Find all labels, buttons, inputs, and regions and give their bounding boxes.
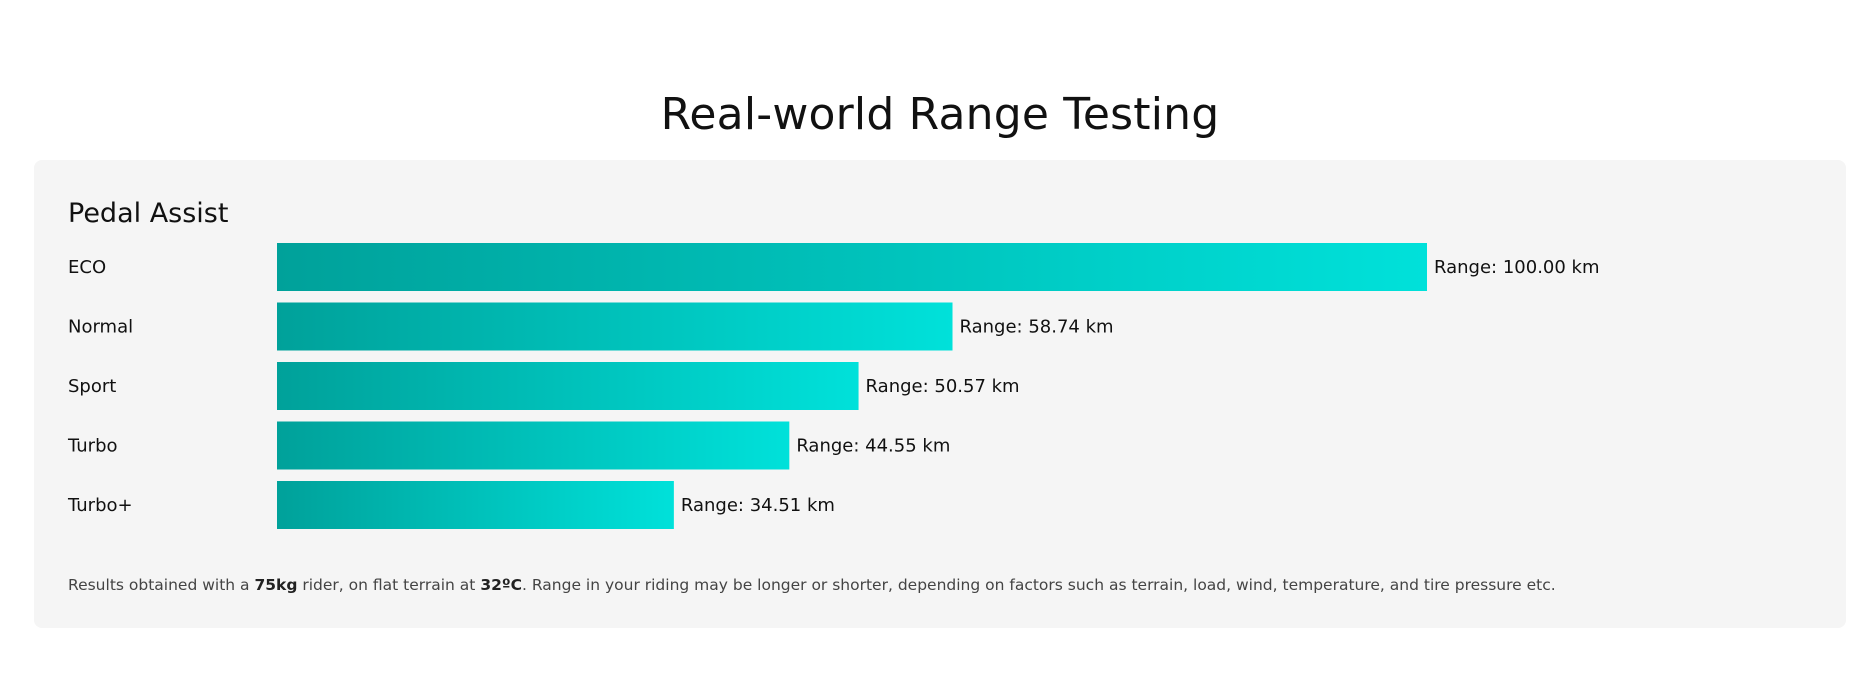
range-bar (277, 481, 674, 529)
range-bar (277, 243, 1427, 291)
range-value-label: Range: 58.74 km (960, 317, 1114, 338)
footnote-temperature: 32ºC (480, 576, 522, 594)
range-value-label: Range: 34.51 km (681, 495, 835, 516)
category-label: Sport (68, 376, 116, 397)
category-label: Turbo (67, 436, 118, 457)
range-chart-panel: Pedal Assist ECO Range: 100.00 km Normal Ra… (34, 160, 1846, 628)
range-value-label: Range: 100.00 km (1434, 257, 1600, 278)
category-label: Turbo+ (67, 495, 133, 516)
range-value-label: Range: 50.57 km (866, 376, 1020, 397)
range-bar-chart: ECO Range: 100.00 km Normal Range: 58.74 km… (67, 243, 1600, 529)
page-title: Real-world Range Testing (660, 89, 1220, 141)
category-label: ECO (68, 257, 106, 278)
footnote: Results obtained with a 75kg rider, on f… (68, 574, 1556, 596)
footnote-weight: 75kg (254, 576, 298, 594)
range-bar (277, 362, 859, 410)
footnote-middle: rider, on flat terrain at (297, 576, 481, 594)
range-bar (277, 421, 790, 470)
range-value-label: Range: 44.55 km (796, 436, 950, 457)
footnote-suffix: . Range in your riding may be longer or … (522, 576, 1556, 594)
chart-title: Pedal Assist (68, 198, 229, 229)
category-label: Normal (68, 317, 133, 338)
range-bar (277, 302, 953, 351)
bars-layer: ECO Range: 100.00 km Normal Range: 58.74 km… (67, 243, 1600, 529)
footnote-prefix: Results obtained with a (68, 576, 255, 594)
